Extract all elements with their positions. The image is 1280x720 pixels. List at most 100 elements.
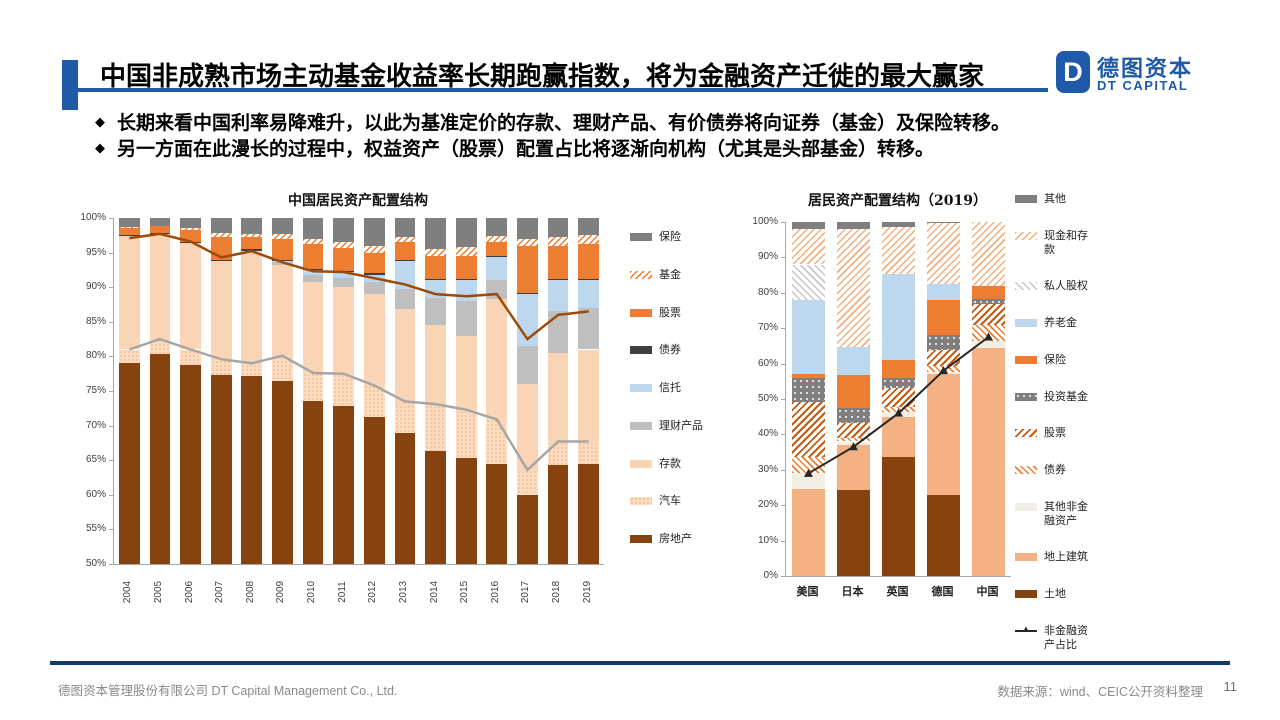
legend-swatch	[630, 421, 652, 430]
bar-中国	[971, 222, 1006, 576]
segment-car	[425, 404, 446, 452]
y-tick-label: 85%	[85, 315, 106, 327]
segment-stock	[333, 247, 355, 271]
legend-swatch	[1015, 231, 1037, 240]
y-axis: 100% 95% 90% 85% 80% 75% 70% 65% 60% 55% 50%	[60, 212, 106, 569]
legend-item-land: 土地	[1015, 587, 1145, 601]
segment-ifund	[971, 299, 1006, 305]
segment-ifund	[836, 407, 871, 424]
x-label: 2010	[306, 580, 318, 604]
segment-other	[791, 222, 826, 230]
footer-data-source: 数据来源：wind、CEIC公开资料整理	[997, 685, 1203, 699]
legend-swatch	[630, 384, 652, 392]
segment-fund	[149, 225, 171, 227]
legend-label: 房地产	[659, 532, 692, 545]
bar-德国	[926, 222, 961, 576]
y-tick-mark	[109, 252, 113, 254]
x-axis: 2004 2005 2006 2007 2008 2009 2010 2011 2012 2013…	[113, 570, 603, 625]
legend-item-house: 房地产	[630, 532, 703, 546]
y-tick-label: 55%	[85, 523, 106, 535]
bar-2004	[118, 218, 140, 564]
segment-deposit	[425, 325, 446, 405]
segment-house	[394, 432, 416, 564]
segment-house	[486, 463, 508, 564]
legend-item-trust: 信托	[630, 381, 703, 395]
y-tick-mark	[781, 222, 785, 223]
segment-wmp	[363, 282, 385, 295]
x-label: 英国	[886, 585, 909, 598]
segment-stock	[118, 227, 140, 236]
footer-company: 德图资本管理股份有限公司 DT Capital Management Co., …	[58, 684, 398, 698]
segment-fund	[180, 228, 201, 230]
y-tick-mark	[109, 460, 113, 462]
segment-fund	[333, 241, 355, 248]
legend-swatch	[630, 535, 652, 543]
legend-label: 存款	[659, 456, 681, 470]
segment-land	[926, 495, 961, 576]
x-label: 2005	[152, 580, 164, 604]
segment-trust	[302, 269, 324, 276]
x-label: 2004	[122, 580, 134, 604]
segment-stock2	[791, 401, 826, 458]
segment-bond	[455, 278, 477, 281]
x-label: 2016	[489, 580, 501, 604]
segment-bond	[425, 278, 446, 281]
segment-pension	[881, 274, 916, 361]
legend-item-building: 地上建筑	[1015, 550, 1145, 564]
segment-cash	[926, 222, 961, 284]
segment-pe	[791, 264, 826, 300]
legend-item-ins2: 保险	[1015, 353, 1145, 367]
segment-car	[118, 349, 140, 364]
x-label: 日本	[841, 585, 864, 598]
page-number: 11	[1223, 679, 1238, 694]
legend-label: 汽车	[659, 494, 681, 508]
legend-swatch	[630, 497, 652, 506]
bar-2017	[517, 218, 538, 564]
segment-insurance	[425, 218, 446, 250]
y-tick-mark	[781, 363, 785, 365]
segment-bond	[486, 256, 508, 258]
y-tick-label: 70%	[85, 419, 106, 431]
y-tick-mark	[109, 529, 113, 531]
segment-building	[971, 347, 1006, 576]
y-tick-label: 65%	[85, 454, 106, 466]
segment-insurance	[302, 218, 324, 239]
segment-car	[149, 339, 171, 355]
legend-swatch	[1015, 392, 1037, 401]
segment-trust	[333, 272, 355, 279]
segment-stock2	[971, 304, 1006, 325]
segment-stock	[363, 252, 385, 274]
segment-insurance	[241, 218, 263, 234]
legend-swatch	[1015, 355, 1037, 364]
x-label: 美国	[796, 585, 819, 598]
legend-item-ifund: 投资基金	[1015, 390, 1145, 404]
segment-stock	[578, 243, 600, 279]
y-tick-mark	[781, 540, 785, 542]
bullet-list: ◆ 长期来看中国利率易降难升，以此为基准定价的存款、理财产品、有价债券将向证券（…	[95, 110, 1205, 162]
bar-2011	[333, 218, 355, 564]
segment-insurance	[180, 218, 201, 229]
x-label: 德国	[931, 585, 954, 598]
segment-wmp	[302, 275, 324, 282]
segment-stock	[517, 245, 538, 293]
y-tick-label: 90%	[85, 281, 106, 293]
x-label: 2006	[183, 580, 195, 604]
segment-stock	[486, 241, 508, 257]
segment-building	[791, 489, 826, 576]
segment-insurance	[210, 218, 232, 234]
segment-land	[881, 457, 916, 576]
chart-china-household-allocation: 中国居民资产配置结构 100% 95% 90% 85% 80% 75% 70% 65% 60% 5…	[60, 185, 750, 635]
segment-car	[241, 364, 263, 376]
segment-deposit	[118, 236, 140, 350]
segment-wmp	[455, 301, 477, 336]
legend-item-cash: 现金和存款	[1015, 229, 1145, 257]
segment-trust	[547, 280, 569, 312]
segment-insurance	[394, 218, 416, 237]
triangle-marker-icon: ▲	[1022, 623, 1030, 633]
legend-swatch	[1015, 466, 1037, 474]
legend-item-pe: 私人股权	[1015, 279, 1145, 293]
segment-trust	[578, 280, 600, 308]
x-label: 2011	[336, 581, 348, 603]
y-tick-mark	[781, 292, 785, 294]
bullet-item: ◆ 长期来看中国利率易降难升，以此为基准定价的存款、理财产品、有价债券将向证券（…	[95, 110, 1205, 136]
